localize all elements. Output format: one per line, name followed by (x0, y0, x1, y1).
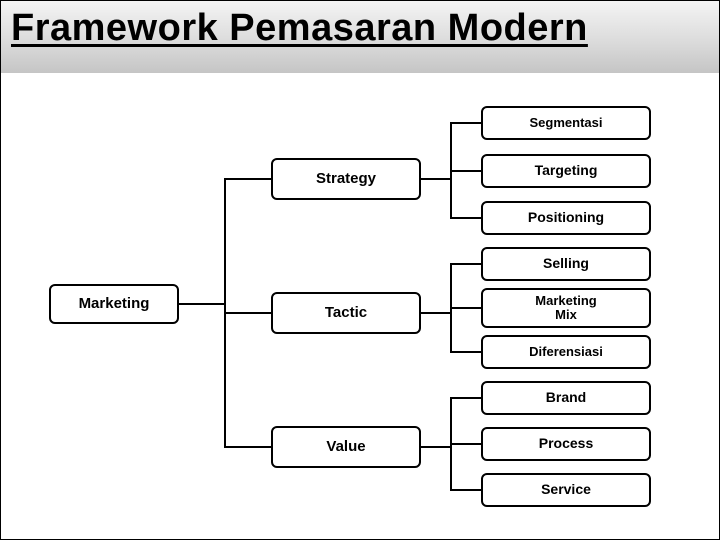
node-root: Marketing (49, 284, 179, 324)
edge-tactic-dif (421, 313, 481, 352)
edge-tactic-mix (421, 308, 481, 313)
node-pos: Positioning (481, 201, 651, 235)
edge-root-tactic (179, 304, 271, 313)
node-mix: Marketing Mix (481, 288, 651, 328)
edge-strategy-seg (421, 123, 481, 179)
edge-tactic-sell (421, 264, 481, 313)
diagram-area: Marketing Strategy Tactic Value Segmentasi Ta… (1, 73, 720, 540)
node-value: Value (271, 426, 421, 468)
edge-value-brand (421, 398, 481, 447)
node-strategy: Strategy (271, 158, 421, 200)
node-serv: Service (481, 473, 651, 507)
node-brand: Brand (481, 381, 651, 415)
edge-strategy-tgt (421, 171, 481, 179)
node-sell: Selling (481, 247, 651, 281)
node-seg: Segmentasi (481, 106, 651, 140)
node-dif: Diferensiasi (481, 335, 651, 369)
edge-root-value (179, 304, 271, 447)
node-proc: Process (481, 427, 651, 461)
edge-strategy-pos (421, 179, 481, 218)
edge-value-serv (421, 447, 481, 490)
node-tgt: Targeting (481, 154, 651, 188)
edge-root-strategy (179, 179, 271, 304)
edge-value-proc (421, 444, 481, 447)
page-title: Framework Pemasaran Modern (11, 7, 709, 50)
title-bar: Framework Pemasaran Modern (1, 1, 719, 73)
node-tactic: Tactic (271, 292, 421, 334)
